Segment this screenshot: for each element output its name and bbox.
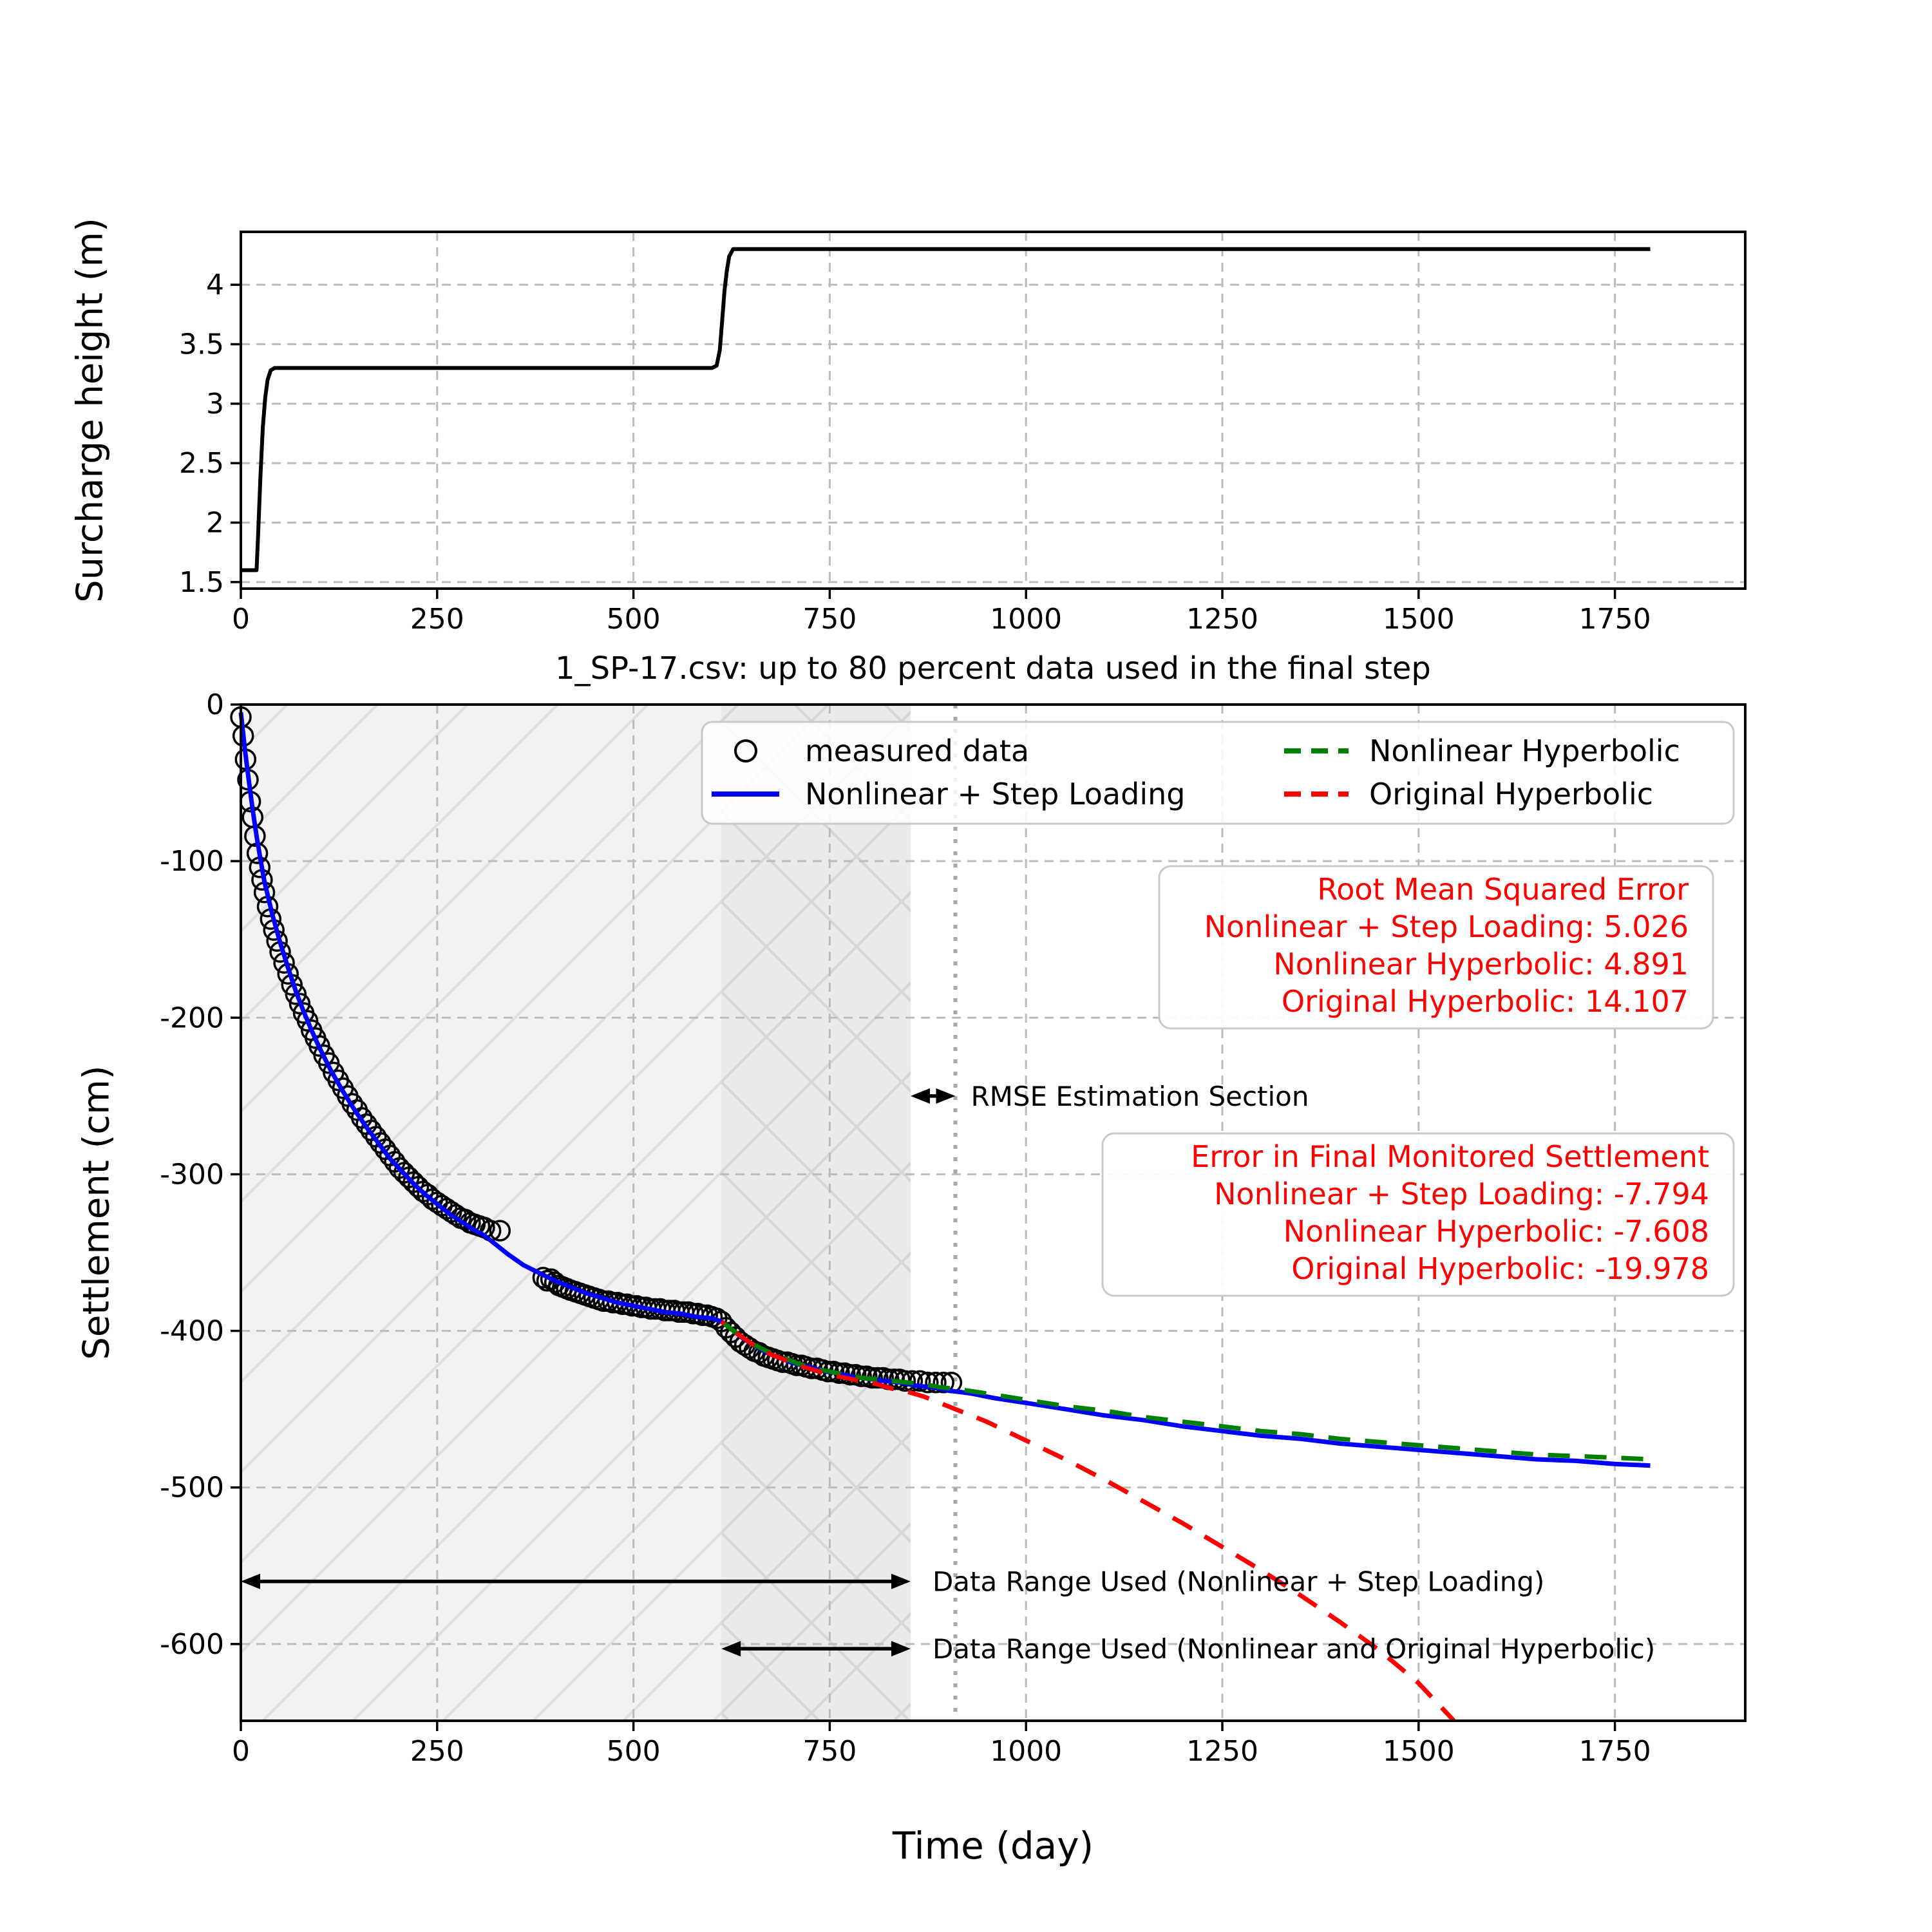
- legend-label-original-hyperbolic: Original Hyperbolic: [1369, 777, 1653, 811]
- xtick-label-250: 250: [410, 1735, 464, 1768]
- xtick-label-1750: 1750: [1579, 1735, 1651, 1768]
- xtick-label-500: 500: [607, 1735, 661, 1768]
- xtick-label-0: 0: [232, 603, 250, 636]
- rmse-estimation-arrow-right-head: [936, 1088, 956, 1104]
- data-range-label-1: Data Range Used (Nonlinear and Original …: [933, 1633, 1655, 1665]
- measured-point: [933, 1372, 954, 1394]
- legend-label-nonlinear-hyperbolic: Nonlinear Hyperbolic: [1369, 734, 1680, 768]
- final-settlement-error-stats-line-3: Original Hyperbolic: -19.978: [1291, 1251, 1709, 1286]
- axes-spines: [240, 231, 1747, 590]
- measured-point: [489, 1220, 511, 1242]
- legend-label-measured: measured data: [805, 734, 1029, 768]
- xtick-label-1500: 1500: [1383, 1735, 1455, 1768]
- rmse-estimation-label: RMSE Estimation Section: [971, 1081, 1309, 1112]
- rmse-stats-line-0: Root Mean Squared Error: [1317, 872, 1689, 907]
- xtick-label-500: 500: [607, 603, 661, 636]
- ytick-label--300: -300: [160, 1158, 224, 1191]
- ytick-label-1.5: 1.5: [179, 566, 224, 599]
- Original Hyperbolic-line: [720, 1320, 1456, 1723]
- ytick-label-0: 0: [206, 688, 224, 721]
- final-settlement-error-stats-box: [1101, 1132, 1735, 1297]
- xtick-label-1000: 1000: [990, 603, 1062, 636]
- ytick-label--600: -600: [160, 1628, 224, 1661]
- rmse-stats-line-1: Nonlinear + Step Loading: 5.026: [1204, 909, 1689, 944]
- chart-title: 1_SP-17.csv: up to 80 percent data used …: [555, 650, 1431, 687]
- ytick-label--100: -100: [160, 845, 224, 878]
- surcharge-axes: 0 250 500 750 1000 1250 1500 1750 1.5 2 2.5 3 3.5 4: [179, 231, 1747, 636]
- ytick-label-2.5: 2.5: [179, 447, 224, 480]
- x-axis-label: Time (day): [892, 1824, 1094, 1868]
- xtick-label-1250: 1250: [1186, 1735, 1258, 1768]
- xtick-label-250: 250: [410, 603, 464, 636]
- settlement-y-axis-label: Settlement (cm): [75, 1065, 118, 1360]
- rmse-stats-box: [1158, 865, 1714, 1030]
- Nonlinear + Step Loading-line: [238, 712, 1651, 1468]
- ytick-label--400: -400: [160, 1315, 224, 1348]
- measured-point: [540, 1268, 562, 1291]
- surcharge-y-axis-label: Surcharge height (m): [69, 218, 111, 603]
- ytick-label-4: 4: [206, 269, 224, 301]
- data-range-arrow-1-left-head: [721, 1641, 741, 1657]
- legend-label-step-loading: Nonlinear + Step Loading: [805, 777, 1185, 811]
- Nonlinear Hyperbolic-line: [720, 1320, 1651, 1462]
- measured-point: [917, 1372, 939, 1394]
- xtick-label-1500: 1500: [1383, 603, 1455, 636]
- data-range-arrow-0-left-head: [241, 1573, 260, 1589]
- xtick-label-750: 750: [802, 1735, 857, 1768]
- hyperbolic-fit-range-region: [721, 705, 911, 1721]
- rmse-stats-line-3: Original Hyperbolic: 14.107: [1282, 984, 1689, 1019]
- data-range-arrow-0-right-head: [891, 1573, 911, 1589]
- xtick-label-0: 0: [232, 1735, 250, 1768]
- final-settlement-error-stats-line-0: Error in Final Monitored Settlement: [1191, 1139, 1709, 1174]
- ytick-label--500: -500: [160, 1472, 224, 1504]
- xtick-label-1250: 1250: [1186, 603, 1258, 636]
- surcharge height-line: [241, 247, 1651, 573]
- step-loading-fit-range-region: [241, 705, 722, 1721]
- ytick-label--200: -200: [160, 1001, 224, 1034]
- ytick-label-3: 3: [206, 388, 224, 421]
- ytick-label-3.5: 3.5: [179, 328, 224, 361]
- legend-measured-marker: [734, 739, 757, 762]
- final-settlement-error-stats-line-2: Nonlinear Hyperbolic: -7.608: [1283, 1214, 1709, 1249]
- final-settlement-error-stats-line-1: Nonlinear + Step Loading: -7.794: [1214, 1177, 1709, 1211]
- rmse-estimation-arrow-left-head: [910, 1088, 930, 1104]
- settlement-axes: 0 250 500 750 1000 1250 1500 1750 0 -100 -200 -300 -…: [160, 688, 1747, 1768]
- legend-box: [701, 721, 1735, 825]
- rmse-estimation-annotation: RMSE Estimation Section: [910, 1081, 1309, 1112]
- xtick-label-750: 750: [802, 603, 857, 636]
- data-range-label-0: Data Range Used (Nonlinear + Step Loadin…: [933, 1566, 1544, 1598]
- ytick-label-2: 2: [206, 507, 224, 540]
- measured-point: [296, 1010, 319, 1032]
- measured-point: [925, 1372, 947, 1394]
- axes-spines: [240, 703, 1747, 1722]
- data-range-annotation-0: Data Range Used (Nonlinear + Step Loadin…: [241, 1566, 1544, 1598]
- legend: measured data Nonlinear + Step Loading Non…: [701, 721, 1735, 825]
- final-settlement-error-stats: Error in Final Monitored SettlementNonli…: [1101, 1132, 1735, 1297]
- xtick-label-1750: 1750: [1579, 603, 1651, 636]
- plot-background: [241, 232, 1745, 589]
- xtick-label-1000: 1000: [990, 1735, 1062, 1768]
- rmse-stats-line-2: Nonlinear Hyperbolic: 4.891: [1273, 947, 1689, 981]
- data-range-annotation-1: Data Range Used (Nonlinear and Original …: [721, 1633, 1655, 1665]
- data-range-arrow-1-right-head: [891, 1641, 911, 1657]
- measured-point: [289, 992, 311, 1015]
